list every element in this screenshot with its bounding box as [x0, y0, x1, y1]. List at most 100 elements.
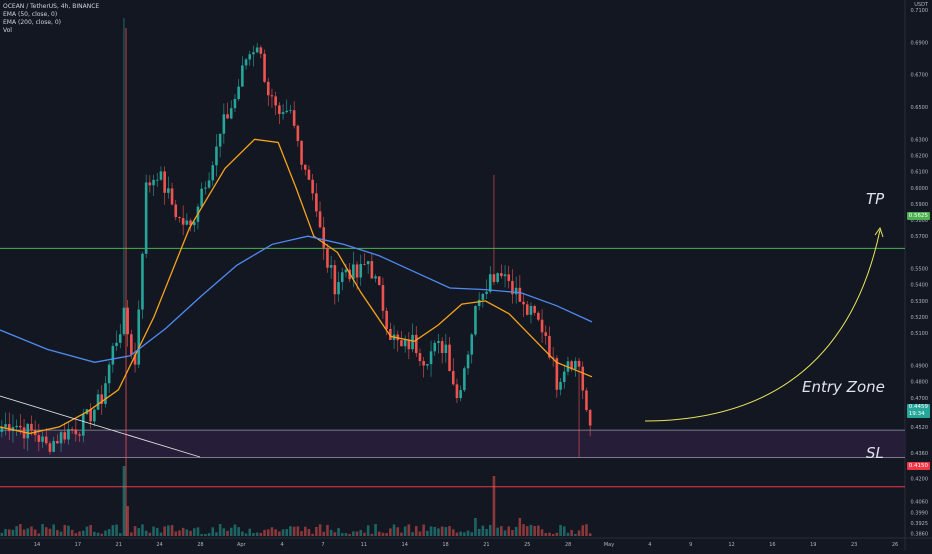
- y-tick-label: 0.6900: [911, 40, 929, 46]
- volume-bar: [130, 532, 133, 536]
- volume-bar: [252, 533, 255, 536]
- candle-body: [322, 227, 326, 248]
- legend-ema50[interactable]: EMA (50, close, 0): [3, 11, 58, 18]
- volume-bar: [492, 476, 496, 536]
- volume-bar: [418, 531, 422, 536]
- y-tick-label: 0.5700: [911, 234, 929, 240]
- candle-body: [163, 171, 166, 193]
- y-tick-label: 0.6700: [911, 73, 929, 79]
- candle-body: [144, 182, 148, 254]
- volume-bar: [241, 531, 244, 536]
- candle-body: [344, 269, 348, 273]
- volume-bar: [337, 528, 340, 536]
- candle-body: [381, 285, 385, 311]
- y-tick-label: 0.6000: [911, 186, 929, 192]
- x-tick-label: 23: [851, 542, 857, 548]
- legend-ema200[interactable]: EMA (200, close, 0): [3, 19, 62, 26]
- volume-bar: [122, 466, 126, 536]
- volume-bar: [115, 524, 118, 536]
- candle-body: [329, 265, 333, 268]
- y-tick-label: 0.6300: [911, 137, 929, 143]
- candle-body: [44, 436, 48, 444]
- candle-body: [233, 98, 237, 109]
- volume-bar: [500, 526, 503, 536]
- volume-bar: [481, 525, 485, 536]
- volume-bar: [381, 532, 385, 536]
- volume-bar: [433, 526, 437, 536]
- volume-bar: [196, 527, 200, 536]
- candle-body: [41, 436, 44, 442]
- volume-bar: [581, 525, 585, 536]
- candle-body: [359, 264, 363, 278]
- volume-bar: [525, 526, 529, 536]
- y-tick-label: 0.7100: [911, 8, 929, 14]
- volume-bar: [403, 526, 407, 536]
- volume-bar: [448, 526, 451, 536]
- candle-body: [281, 112, 285, 115]
- candle-body: [570, 361, 573, 370]
- ema50-line: [0, 138, 593, 435]
- candle-body: [204, 187, 207, 189]
- volume-bar: [218, 524, 222, 536]
- candle-body: [56, 440, 59, 444]
- volume-bar: [270, 527, 274, 536]
- candle-body: [574, 360, 577, 370]
- candle-body: [248, 54, 252, 60]
- candle-body: [585, 390, 588, 410]
- y-tick-label: 0.4360: [911, 451, 929, 457]
- candle-body: [315, 193, 318, 212]
- candle-body: [189, 220, 192, 226]
- candle-body: [477, 299, 481, 307]
- volume-bar: [588, 533, 592, 536]
- x-tick-label: 11: [361, 542, 367, 548]
- candle-body: [111, 346, 115, 365]
- candle-body: [474, 306, 477, 335]
- volume-bar: [215, 532, 218, 536]
- volume-bar: [211, 527, 215, 536]
- volume-bar: [444, 527, 448, 536]
- volume-bar: [470, 532, 474, 536]
- volume-bar: [318, 524, 322, 536]
- candle-body: [37, 435, 41, 442]
- candle-body: [481, 293, 485, 300]
- volume-bar: [400, 532, 403, 536]
- volume-bar: [529, 524, 533, 536]
- x-tick-label: May: [604, 542, 614, 548]
- candle-body: [311, 179, 314, 194]
- volume-bar: [466, 530, 470, 536]
- volume-bar: [477, 528, 481, 536]
- x-tick-label: 16: [769, 542, 775, 548]
- legend-symbol[interactable]: OCEAN / TetherUS, 4h, BINANCE: [3, 3, 100, 10]
- candle-body: [141, 253, 144, 310]
- volume-bar: [422, 524, 425, 536]
- x-tick-label: 28: [197, 542, 203, 548]
- candle-body: [389, 328, 392, 340]
- candle-body: [122, 307, 126, 335]
- volume-bar: [548, 532, 551, 536]
- volume-bar: [474, 518, 477, 536]
- volume-bar: [463, 532, 466, 536]
- volume-bar: [204, 533, 207, 536]
- volume-bar: [85, 526, 89, 536]
- candle-body: [74, 429, 78, 435]
- x-tick-label: 24: [156, 542, 162, 548]
- volume-bar: [237, 527, 240, 536]
- volume-bar: [559, 524, 562, 536]
- candle-body: [548, 335, 551, 358]
- volume-bar: [396, 527, 400, 536]
- candle-body: [207, 180, 211, 188]
- candle-body: [244, 59, 248, 66]
- candle-body: [307, 169, 311, 180]
- legend-vol[interactable]: Vol: [3, 27, 12, 34]
- candle-body: [155, 179, 159, 181]
- volume-bar: [152, 526, 155, 536]
- volume-bar: [292, 526, 296, 536]
- volume-bar: [155, 527, 159, 536]
- candle-body: [81, 414, 85, 436]
- volume-bar: [163, 526, 166, 536]
- volume-bar: [259, 532, 263, 536]
- y-tick-label: 0.3860: [911, 532, 929, 538]
- volume-bar: [303, 526, 307, 536]
